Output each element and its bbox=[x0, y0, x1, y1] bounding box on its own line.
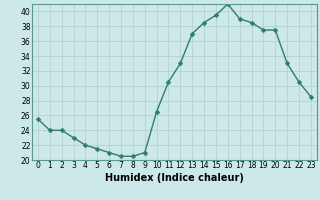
X-axis label: Humidex (Indice chaleur): Humidex (Indice chaleur) bbox=[105, 173, 244, 183]
